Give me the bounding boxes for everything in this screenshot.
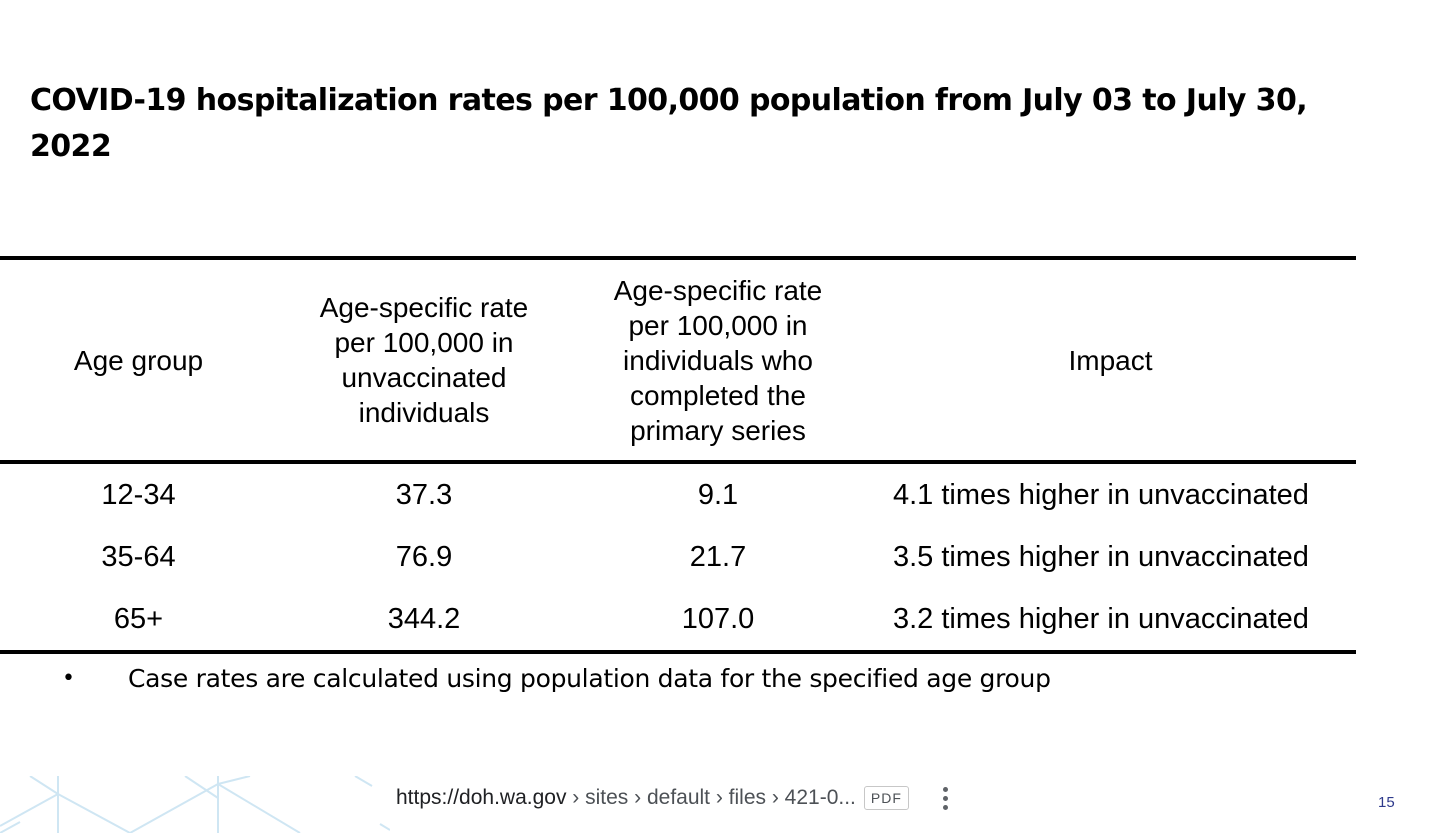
- more-options-icon[interactable]: [942, 786, 948, 810]
- cell-primary-series-rate: 21.7: [689, 540, 747, 573]
- bullet-icon: •: [62, 666, 75, 691]
- cell-age-group: 35-64: [101, 540, 176, 573]
- header-impact: Impact: [1068, 344, 1153, 376]
- cell-age-group: 65+: [113, 602, 164, 635]
- source-domain: https://doh.wa.gov: [396, 786, 567, 809]
- cell-unvaccinated-rate: 344.2: [387, 602, 461, 635]
- source-path: › sites › default › files › 421-0...: [566, 786, 856, 809]
- table-header-row: Age group Age-specific rate per 100,000 …: [0, 258, 1356, 462]
- hospitalization-rates-table: Age group Age-specific rate per 100,000 …: [0, 256, 1356, 654]
- source-link[interactable]: https://doh.wa.gov › sites › default › f…: [396, 786, 856, 810]
- cell-primary-series-rate: 107.0: [681, 602, 755, 635]
- footnote-text: Case rates are calculated using populati…: [128, 664, 1051, 693]
- source-citation: https://doh.wa.gov › sites › default › f…: [396, 786, 948, 810]
- cell-age-group: 12-34: [101, 478, 176, 511]
- header-unvaccinated-rate-text: Age-specific rate per 100,000 in unvacci…: [319, 292, 529, 428]
- cell-impact: 3.5 times higher in unvaccinated: [893, 540, 1309, 573]
- table-row: 65+ 344.2 107.0 3.2 times higher in unva…: [0, 588, 1356, 652]
- cell-impact: 3.2 times higher in unvaccinated: [893, 602, 1309, 635]
- table-row: 35-64 76.9 21.7 3.5 times higher in unva…: [0, 526, 1356, 588]
- cell-unvaccinated-rate: 76.9: [395, 540, 453, 573]
- pdf-badge: PDF: [863, 786, 909, 810]
- page-number: 15: [1378, 794, 1395, 811]
- cell-primary-series-rate: 9.1: [697, 478, 739, 511]
- slide-title: COVID-19 hospitalization rates per 100,0…: [30, 83, 1308, 164]
- cell-impact: 4.1 times higher in unvaccinated: [893, 478, 1309, 511]
- footnote: • Case rates are calculated using popula…: [62, 664, 1051, 693]
- decorative-snowflake-pattern: [0, 776, 390, 833]
- header-age-group: Age group: [73, 344, 204, 376]
- header-unvaccinated-rate: Age-specific rate per 100,000 in unvacci…: [277, 258, 571, 462]
- table-row: 12-34 37.3 9.1 4.1 times higher in unvac…: [0, 462, 1356, 526]
- header-primary-series-rate: Age-specific rate per 100,000 in individ…: [571, 258, 865, 462]
- header-primary-series-rate-text: Age-specific rate per 100,000 in individ…: [613, 274, 823, 446]
- cell-unvaccinated-rate: 37.3: [395, 478, 453, 511]
